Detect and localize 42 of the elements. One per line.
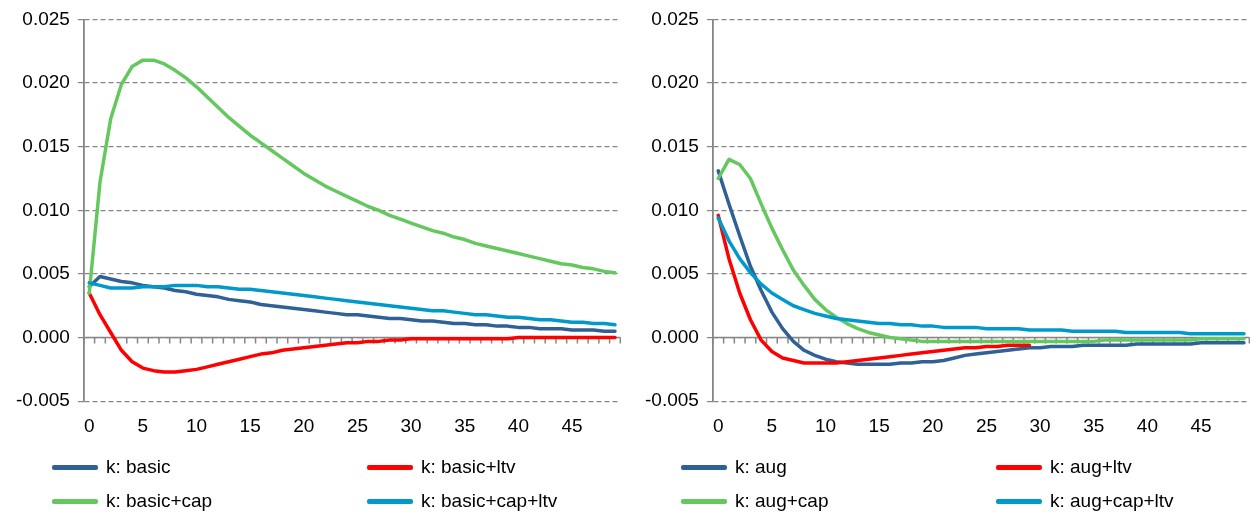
y-tick-label: 0.015	[22, 134, 70, 156]
legend-label: k: aug+cap+ltv	[1050, 490, 1174, 512]
y-tick-label: 0.000	[651, 325, 699, 347]
x-tick-label: 5	[137, 414, 149, 436]
x-tick-label: 40	[507, 414, 529, 436]
x-tick-label: 0	[83, 414, 95, 436]
y-tick-label: 0.020	[22, 71, 70, 93]
y-tick-label: 0.015	[651, 134, 699, 156]
x-tick-label: 10	[814, 414, 837, 436]
legend-label: k: basic+cap+ltv	[421, 490, 558, 512]
x-tick-label: 30	[400, 414, 422, 436]
legend-label: k: basic	[106, 456, 171, 478]
x-tick-label: 35	[1083, 414, 1105, 436]
x-tick-label: 25	[346, 414, 369, 436]
x-tick-label: 15	[868, 414, 890, 436]
x-tick-label: 15	[239, 414, 261, 436]
x-tick-label: 35	[454, 414, 476, 436]
x-tick-label: 10	[185, 414, 208, 436]
legend-label: k: aug+cap	[735, 490, 829, 512]
x-tick-label: 20	[293, 414, 315, 436]
legend-label: k: basic+ltv	[421, 456, 516, 478]
legend-label: k: aug+ltv	[1050, 456, 1132, 478]
y-tick-label: -0.005	[16, 389, 70, 411]
y-tick-label: 0.020	[651, 71, 699, 93]
y-tick-label: -0.005	[645, 389, 699, 411]
y-tick-label: 0.000	[22, 325, 70, 347]
x-tick-label: 25	[975, 414, 998, 436]
y-tick-label: 0.025	[22, 7, 70, 29]
y-tick-label: 0.025	[651, 7, 699, 29]
x-tick-label: 45	[561, 414, 583, 436]
x-tick-label: 5	[766, 414, 778, 436]
x-tick-label: 30	[1029, 414, 1051, 436]
x-tick-label: 45	[1190, 414, 1212, 436]
y-tick-label: 0.010	[22, 198, 70, 220]
x-tick-label: 0	[712, 414, 724, 436]
x-tick-label: 40	[1136, 414, 1158, 436]
x-tick-label: 20	[922, 414, 944, 436]
legend-label: k: basic+cap	[106, 490, 213, 512]
y-tick-label: 0.005	[22, 262, 70, 284]
y-tick-label: 0.005	[651, 262, 699, 284]
legend-label: k: aug	[735, 456, 787, 478]
y-tick-label: 0.010	[651, 198, 699, 220]
